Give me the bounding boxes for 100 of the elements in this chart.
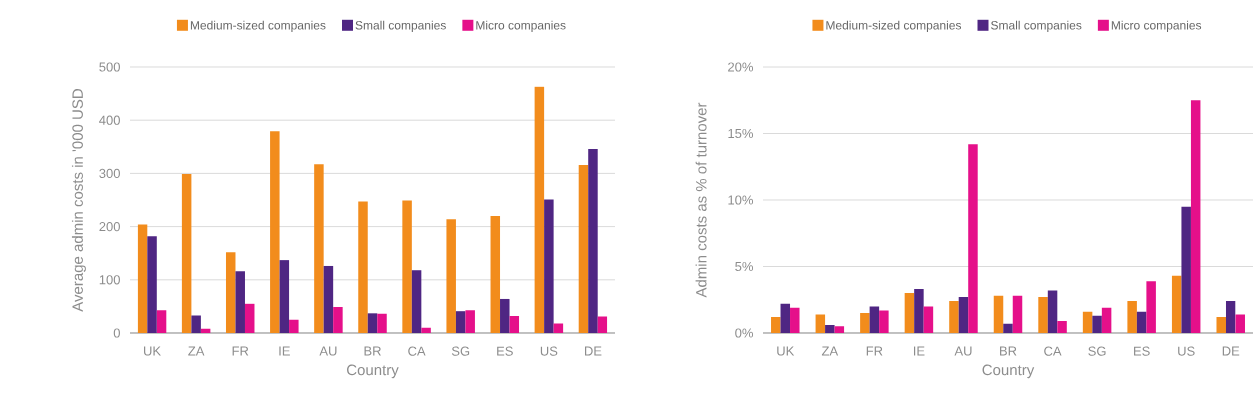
bar bbox=[446, 219, 456, 333]
x-tick-label: BR bbox=[1000, 346, 1017, 356]
y-tick-label: 0 bbox=[113, 328, 120, 338]
bar bbox=[914, 289, 924, 333]
bar bbox=[225, 252, 236, 333]
bar bbox=[958, 297, 969, 333]
bar bbox=[1235, 314, 1245, 333]
bar bbox=[1136, 311, 1147, 333]
bar bbox=[1057, 321, 1067, 333]
bar bbox=[1216, 317, 1226, 333]
x-tick-label: IE bbox=[279, 346, 290, 356]
x-tick-label: ES bbox=[497, 346, 513, 356]
x-tick-label: SG bbox=[1088, 346, 1106, 356]
x-tick-label: ZA bbox=[188, 346, 205, 356]
bar bbox=[968, 144, 978, 333]
bar bbox=[780, 303, 791, 333]
x-axis-title: Country bbox=[347, 364, 399, 379]
bar bbox=[235, 271, 245, 333]
bar bbox=[147, 236, 157, 333]
bar bbox=[289, 319, 299, 333]
legend-label: Micro companies bbox=[476, 20, 566, 32]
legend-label: Medium-sized companies bbox=[826, 20, 962, 32]
bar bbox=[411, 270, 422, 333]
bar bbox=[923, 306, 934, 333]
bar bbox=[1092, 315, 1102, 333]
bar bbox=[137, 224, 148, 333]
bar bbox=[358, 201, 368, 333]
y-axis-title: Average admin costs in '000 USD bbox=[71, 88, 86, 312]
y-tick-label: 100 bbox=[99, 275, 120, 285]
bar bbox=[904, 293, 915, 333]
bar bbox=[553, 323, 564, 333]
bar bbox=[490, 215, 501, 333]
x-tick-label: US bbox=[540, 346, 558, 356]
bar bbox=[790, 307, 800, 333]
x-tick-label: CA bbox=[1044, 346, 1062, 356]
bar bbox=[333, 306, 343, 333]
bar bbox=[1225, 301, 1236, 333]
bar bbox=[402, 200, 412, 333]
bar bbox=[323, 265, 334, 333]
bar bbox=[509, 315, 520, 333]
bar bbox=[181, 173, 192, 333]
bar bbox=[1146, 281, 1156, 333]
bar bbox=[1003, 323, 1013, 333]
y-tick-label: 15% bbox=[728, 128, 754, 139]
bar bbox=[421, 327, 431, 333]
x-tick-label: ES bbox=[1134, 346, 1150, 356]
bar bbox=[455, 311, 466, 333]
bar bbox=[1038, 297, 1048, 333]
bar bbox=[500, 298, 510, 333]
legend-label: Small companies bbox=[355, 20, 446, 32]
y-tick-label: 300 bbox=[99, 168, 120, 178]
x-tick-label: DE bbox=[1222, 346, 1240, 356]
bar bbox=[860, 313, 870, 333]
x-tick-label: ZA bbox=[821, 346, 839, 356]
y-tick-label: 400 bbox=[99, 115, 120, 125]
bar bbox=[465, 310, 475, 333]
bar bbox=[825, 325, 835, 333]
x-tick-label: FR bbox=[866, 346, 883, 356]
x-tick-label: AU bbox=[319, 346, 337, 356]
bar bbox=[314, 164, 324, 333]
bar bbox=[815, 314, 826, 333]
bar bbox=[1181, 206, 1191, 333]
x-tick-label: BR bbox=[364, 346, 381, 356]
x-tick-label: SG bbox=[451, 346, 470, 356]
x-tick-label: UK bbox=[144, 346, 161, 356]
bar bbox=[156, 310, 167, 333]
x-tick-label: DE bbox=[585, 346, 602, 356]
bar bbox=[1047, 290, 1058, 333]
y-tick-label: 200 bbox=[99, 221, 120, 232]
legend-label: Small companies bbox=[991, 20, 1082, 32]
x-tick-label: US bbox=[1178, 346, 1195, 356]
bar bbox=[993, 295, 1004, 333]
bar bbox=[270, 131, 280, 333]
bar bbox=[191, 315, 201, 333]
bar bbox=[367, 313, 378, 333]
y-tick-label: 0% bbox=[735, 328, 754, 338]
bar bbox=[834, 326, 845, 333]
bar bbox=[1171, 275, 1182, 333]
bar bbox=[771, 317, 781, 333]
bar bbox=[279, 260, 290, 333]
bar bbox=[1012, 295, 1023, 333]
bar bbox=[1127, 301, 1137, 333]
legend-label: Micro companies bbox=[1111, 20, 1202, 32]
bar bbox=[1101, 307, 1112, 333]
x-axis-title: Country bbox=[982, 364, 1035, 379]
x-tick-label: IE bbox=[913, 346, 925, 356]
y-tick-label: 10% bbox=[728, 195, 754, 205]
y-tick-label: 5% bbox=[735, 261, 754, 272]
x-tick-label: FR bbox=[232, 346, 249, 356]
bar bbox=[578, 164, 589, 333]
bar bbox=[869, 306, 880, 333]
bar bbox=[949, 301, 959, 333]
bar bbox=[534, 86, 545, 333]
bar bbox=[597, 316, 608, 333]
bar bbox=[244, 303, 255, 333]
y-tick-label: 20% bbox=[728, 62, 754, 72]
bar bbox=[879, 310, 889, 333]
bar bbox=[1082, 311, 1093, 333]
bar bbox=[544, 199, 554, 333]
y-axis-title: Admin costs as % of turnover bbox=[695, 102, 707, 298]
